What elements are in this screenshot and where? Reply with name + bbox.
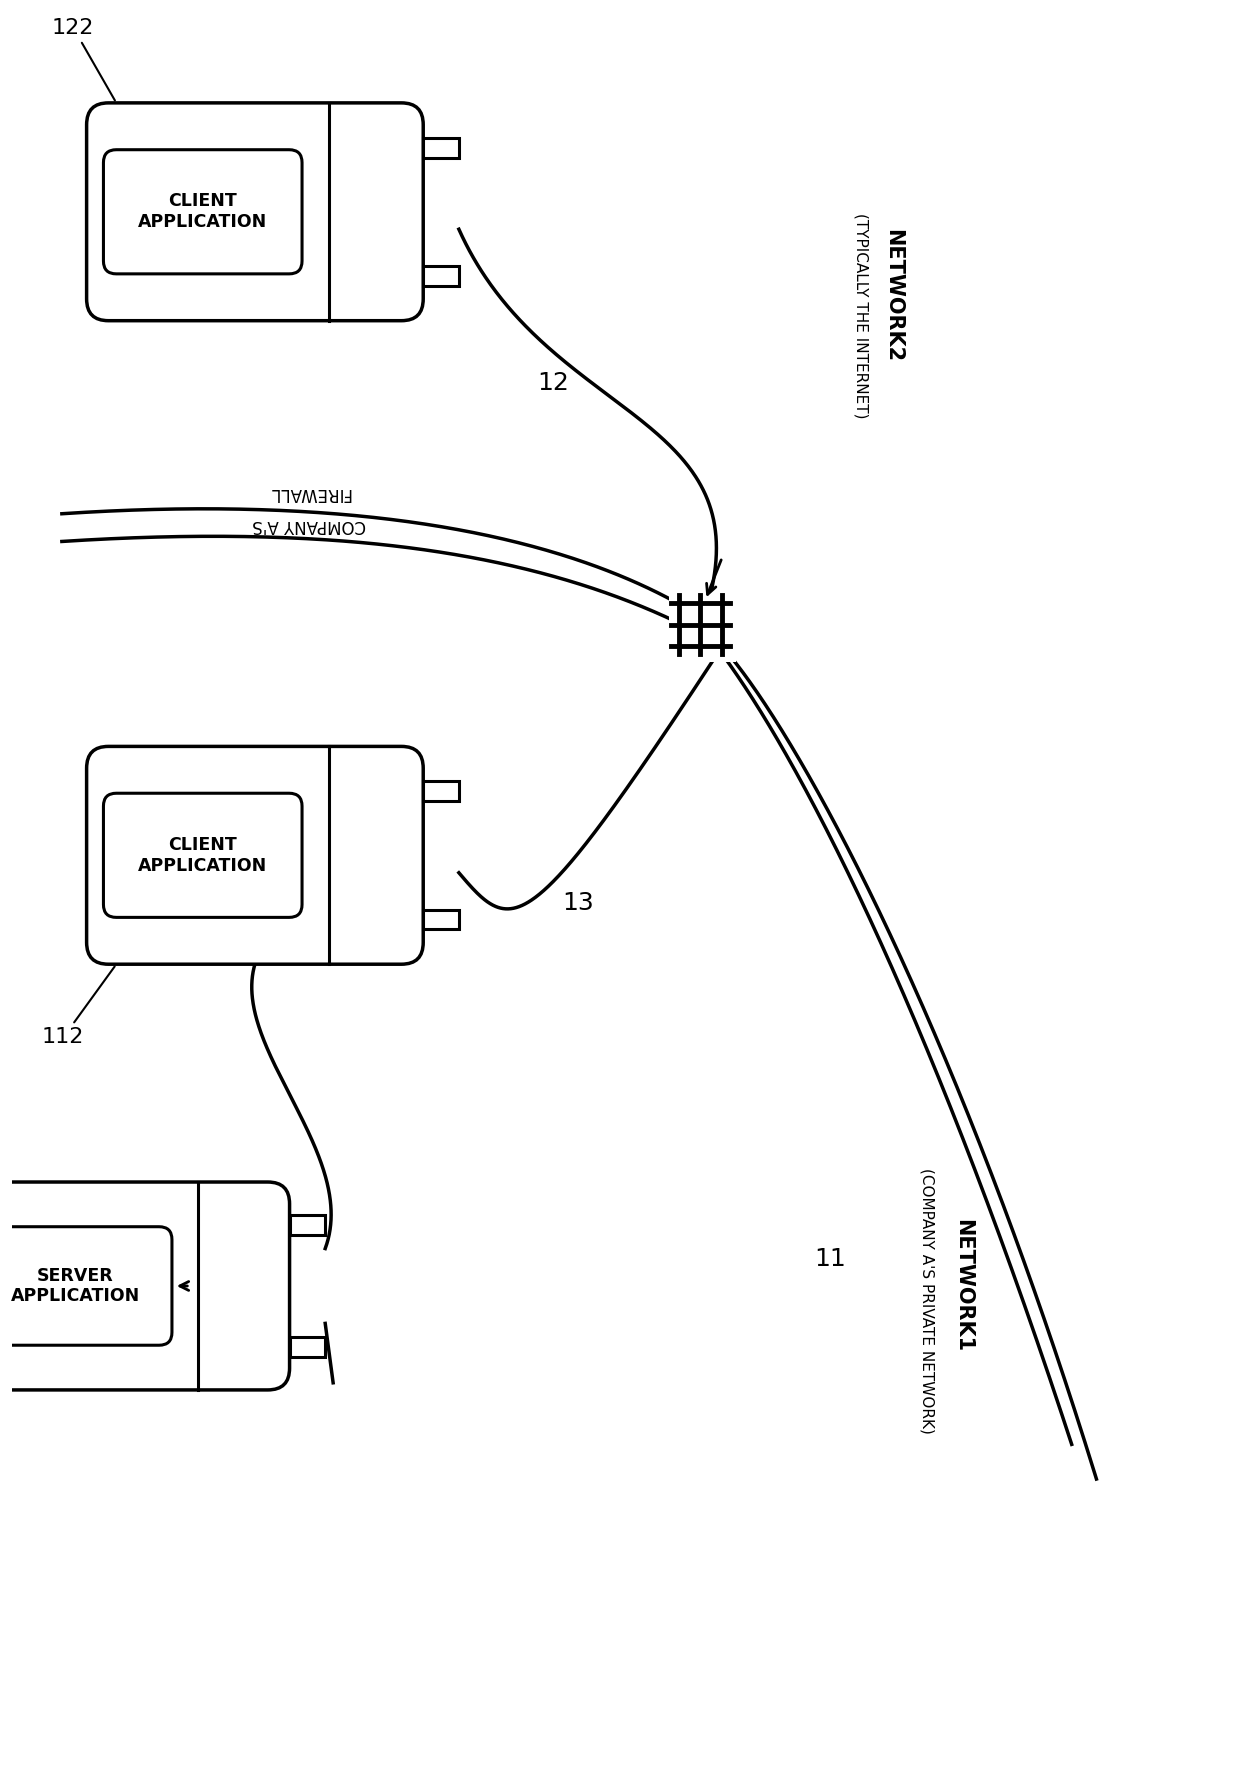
Bar [423,266,459,285]
Text: (TYPICALLY THE INTERNET): (TYPICALLY THE INTERNET) [853,213,868,418]
Bar [290,1336,325,1357]
FancyBboxPatch shape [87,746,423,964]
FancyBboxPatch shape [0,1182,290,1389]
Text: 122: 122 [52,18,115,101]
Text: FIREWALL: FIREWALL [268,484,351,501]
Text: 12: 12 [537,370,569,395]
Text: 112: 112 [42,966,114,1047]
Bar [423,138,459,158]
Text: COMPANY A'S: COMPANY A'S [253,516,366,533]
FancyBboxPatch shape [87,103,423,321]
Bar [668,592,737,663]
Text: CLIENT
APPLICATION: CLIENT APPLICATION [138,193,268,230]
FancyBboxPatch shape [103,794,303,918]
Text: 11: 11 [815,1247,846,1271]
FancyBboxPatch shape [103,149,303,275]
Bar [290,1216,325,1235]
Bar [423,781,459,801]
FancyBboxPatch shape [0,1226,172,1345]
Text: (COMPANY A'S PRIVATE NETWORK): (COMPANY A'S PRIVATE NETWORK) [920,1168,935,1434]
Bar [423,909,459,929]
Text: NETWORK1: NETWORK1 [952,1219,973,1352]
Text: SERVER
APPLICATION: SERVER APPLICATION [11,1267,140,1306]
Text: 13: 13 [562,891,594,914]
Text: NETWORK2: NETWORK2 [883,229,904,363]
Text: CLIENT
APPLICATION: CLIENT APPLICATION [138,836,268,875]
